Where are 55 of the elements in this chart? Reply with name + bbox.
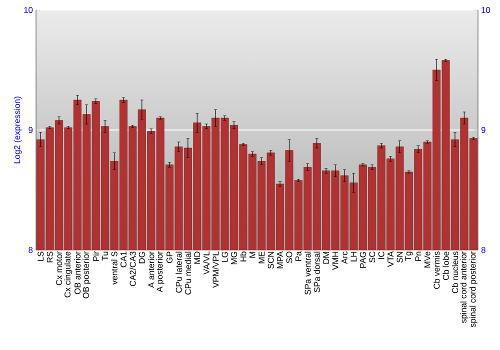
x-tick-label: LS xyxy=(38,252,44,261)
x-tick-label: IC xyxy=(378,252,384,259)
x-tick-label: MG xyxy=(230,252,237,264)
x-tick-label: VA/VL xyxy=(203,251,210,275)
x-tick-label: Cb lobe xyxy=(442,252,449,280)
y2-tick-label: 8 xyxy=(481,247,486,253)
y2-tick-label: 10 xyxy=(482,7,490,13)
y-tick-label: 9 xyxy=(28,127,33,133)
x-tick-label: A posterior xyxy=(156,251,164,292)
x-tick-label: SO xyxy=(286,252,292,264)
x-tick-label: MPA xyxy=(277,251,283,268)
x-tick-label: Tu xyxy=(102,252,108,261)
x-tick-label: Pa xyxy=(295,251,302,261)
x-tick-label: DM xyxy=(323,252,329,264)
x-tick-label: ME xyxy=(258,252,265,264)
x-tick-label: Cx cingulate xyxy=(64,252,72,298)
x-tick-label: Pir xyxy=(92,251,99,261)
x-tick-label: MD xyxy=(194,252,200,264)
x-tick-label: SC xyxy=(369,252,376,263)
x-tick-label: GP xyxy=(166,252,173,264)
x-tick-label: CPu lateral xyxy=(176,252,182,293)
x-tick-label: LG xyxy=(222,252,228,262)
x-tick-label: ventral S xyxy=(111,252,118,285)
x-tick-label: A anterior xyxy=(148,251,154,288)
x-tick-label: LH xyxy=(350,252,357,262)
x-tick-label: VPM/VPL xyxy=(212,251,219,288)
x-tick-label: SN xyxy=(396,252,403,263)
x-tick-label: SPa ventral xyxy=(304,252,311,295)
x-tick-label: PAG xyxy=(360,252,366,268)
y2-tick-label: 9 xyxy=(481,127,486,133)
x-tick-label: SCN xyxy=(268,252,274,269)
x-tick-label: OB anterior xyxy=(74,251,81,294)
x-tick-label: RS xyxy=(46,252,53,262)
x-tick-label: CPu medial xyxy=(184,252,192,295)
x-tick-label: Arc xyxy=(342,251,348,264)
x-tick-label: CA2/CA3 xyxy=(130,252,136,286)
x-tick-label: VTA xyxy=(388,251,394,268)
x-tick-label: OB posterior xyxy=(82,251,91,298)
x-tick-label: SPa dorsal xyxy=(314,252,320,292)
x-tick-label: Cx motor xyxy=(56,251,62,286)
x-tick-label: DG xyxy=(138,252,145,264)
x-tick-label: spinal cord posterior xyxy=(469,251,478,328)
y-tick-label: 10 xyxy=(24,7,33,13)
x-tick-label: VMH xyxy=(332,252,338,270)
x-tick-label: spinal cord anterior xyxy=(460,251,468,323)
x-tick-label: Cb vermis xyxy=(433,252,440,289)
x-tick-label: Tg xyxy=(405,252,413,261)
x-tick-label: MVe xyxy=(424,252,430,268)
y-axis-title: Log2 (expression) xyxy=(14,96,22,164)
x-tick-label: M xyxy=(249,252,256,258)
x-tick-label: Pn xyxy=(415,252,422,261)
x-tick-label: CA1 xyxy=(120,252,126,268)
x-tick-label: Hb xyxy=(240,252,246,262)
y-tick-label: 8 xyxy=(28,247,33,253)
x-tick-label: Cb nucleus xyxy=(452,252,458,294)
